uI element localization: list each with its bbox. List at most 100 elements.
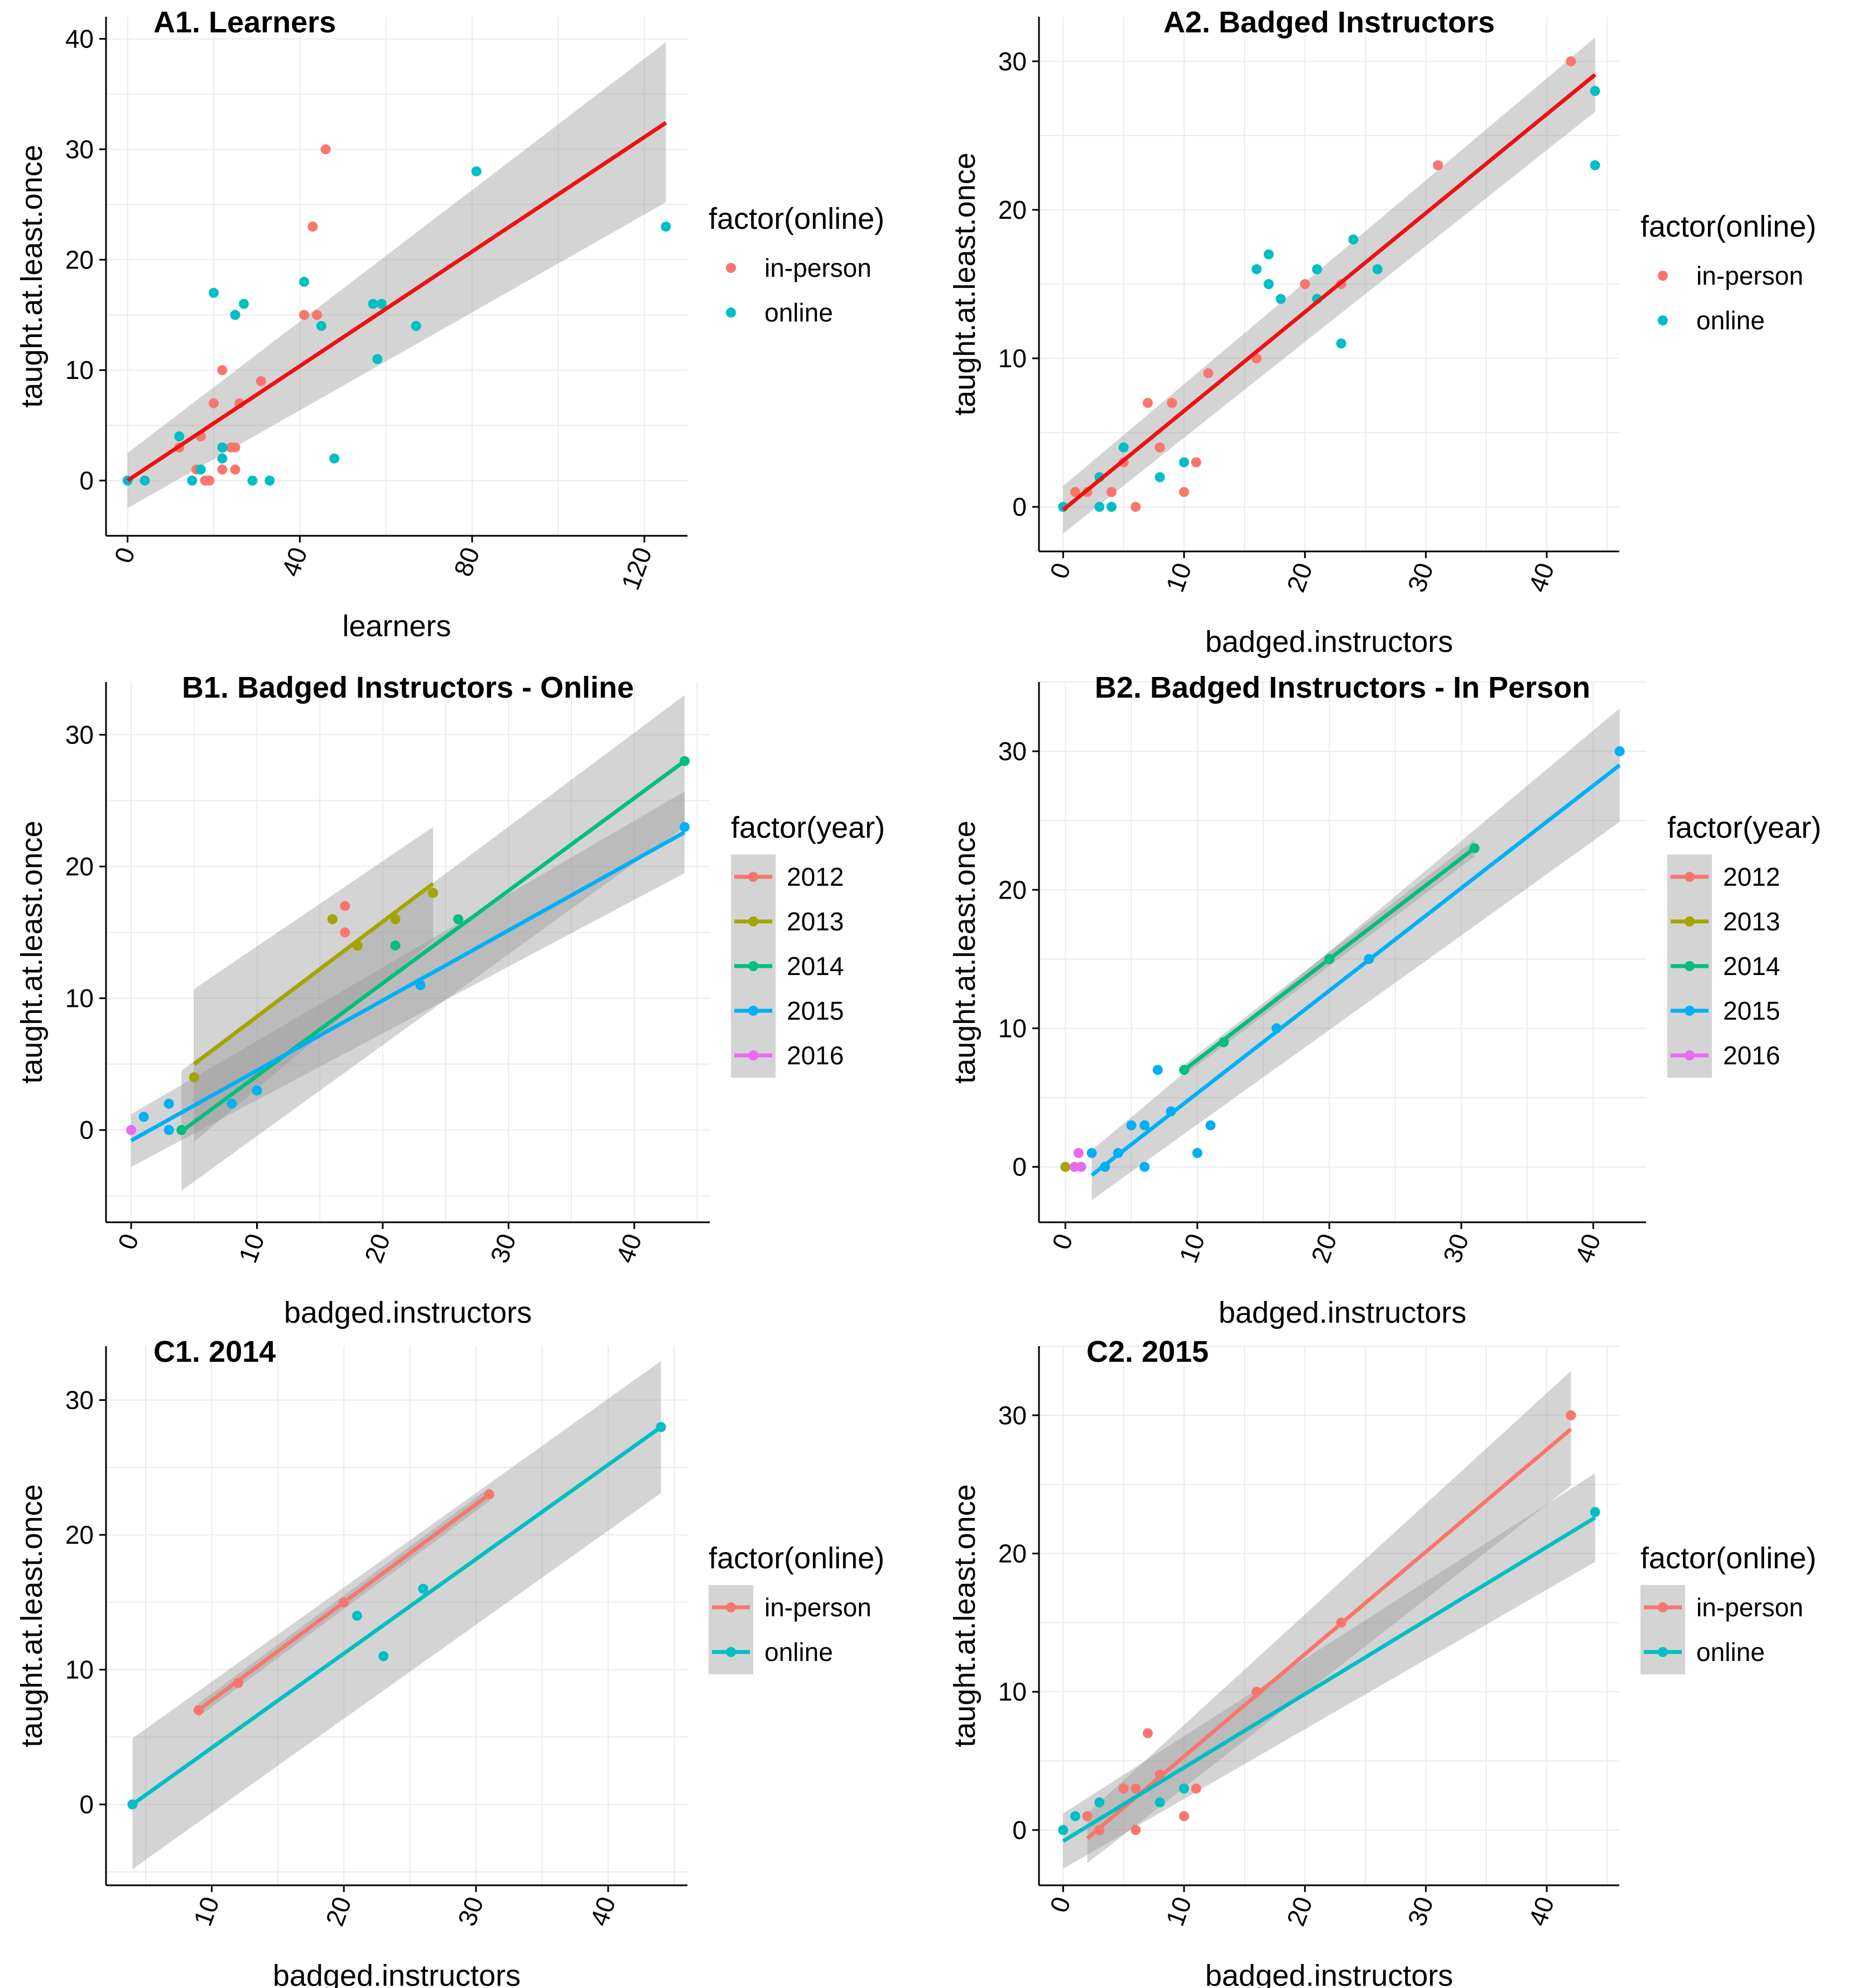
confidence-band-overall <box>127 42 666 508</box>
panel-b2: 0 10 20 30 0 10 20 30 40 badged.instructors taught… <box>948 671 1821 1329</box>
y-tick-label: 10 <box>65 984 94 1013</box>
data-point <box>230 442 240 453</box>
data-point <box>247 476 258 486</box>
legend-item-in-person: in-person <box>1658 261 1803 290</box>
legend-item-2013: 2013 <box>1667 899 1780 944</box>
x-tick-label: 40 <box>584 1893 621 1930</box>
x-tick-label: 30 <box>452 1893 489 1930</box>
x-tick-label: 20 <box>1281 559 1318 596</box>
y-axis-label: taught.at.least.once <box>948 152 981 415</box>
data-point <box>1130 1824 1141 1835</box>
legend-label: 2013 <box>787 907 844 936</box>
data-point <box>1372 264 1383 275</box>
data-point <box>1205 1120 1216 1131</box>
y-tick-label: 0 <box>1012 492 1027 521</box>
data-point <box>238 299 249 309</box>
y-tick-label: 30 <box>65 720 94 749</box>
data-point <box>1154 472 1165 482</box>
x-tick-label: 40 <box>1569 1230 1606 1267</box>
y-tick-label: 10 <box>65 1655 94 1684</box>
x-tick-label: 10 <box>1160 1893 1197 1930</box>
legend-label: 2015 <box>1723 996 1780 1025</box>
y-tick-label: 10 <box>998 1014 1027 1043</box>
legend: factor(online) in-person online <box>709 1542 884 1674</box>
data-point <box>679 822 690 832</box>
legend-item-online: online <box>726 298 833 327</box>
x-tick-label: 10 <box>233 1230 270 1267</box>
legend-key-point <box>1685 1006 1695 1016</box>
data-point <box>252 1085 262 1096</box>
legend: factor(online) in-person online <box>1640 1542 1816 1674</box>
legend-key-point <box>1685 916 1695 926</box>
data-point <box>299 276 310 287</box>
x-tick-label: 80 <box>448 544 485 580</box>
data-point <box>1167 397 1177 408</box>
confidence-band-2015 <box>131 791 685 1167</box>
y-tick-label: 30 <box>65 135 94 164</box>
series-online <box>1058 86 1600 512</box>
data-point <box>1154 1797 1165 1808</box>
x-axis-label: badged.instructors <box>1205 1959 1453 1988</box>
fit-line-2015 <box>130 830 686 1142</box>
y-axis-label: taught.at.least.once <box>948 1484 981 1747</box>
legend-title: factor(online) <box>1640 1542 1816 1575</box>
legend-key-point <box>1685 1050 1695 1060</box>
legend-key-point <box>748 1006 758 1016</box>
data-point <box>1276 294 1286 304</box>
panel-title: C2. 2015 <box>1086 1335 1209 1368</box>
data-point <box>320 144 331 155</box>
legend-key-point <box>748 872 758 882</box>
y-tick-label: 30 <box>998 1401 1027 1430</box>
data-point <box>227 1098 237 1109</box>
legend-item-2015: 2015 <box>731 988 844 1033</box>
legend-item-2016: 2016 <box>1667 1033 1780 1078</box>
legend-key-point <box>748 916 758 926</box>
data-point <box>1614 746 1625 757</box>
legend-key-point <box>726 263 736 273</box>
data-point <box>1300 279 1310 289</box>
grid <box>106 682 710 1222</box>
data-point <box>312 310 323 320</box>
y-tick-label: 0 <box>1012 1816 1027 1845</box>
data-point <box>372 354 383 364</box>
legend-key-point <box>1658 1647 1668 1657</box>
data-point <box>217 365 228 376</box>
data-point <box>230 310 240 320</box>
data-point <box>1139 1120 1150 1131</box>
data-point <box>390 940 401 951</box>
data-point <box>340 901 350 911</box>
data-point <box>1070 487 1080 497</box>
data-point <box>1203 368 1214 378</box>
x-tick-label: 0 <box>1044 1893 1076 1917</box>
data-point <box>418 1583 429 1594</box>
y-tick-label: 10 <box>65 356 94 385</box>
data-point <box>139 476 150 486</box>
fit-line-in-person <box>1086 1427 1572 1840</box>
legend-item-2012: 2012 <box>731 854 844 899</box>
data-point <box>1263 279 1274 289</box>
legend-item-2016: 2016 <box>731 1033 844 1078</box>
legend-item-online: online <box>1640 1630 1765 1674</box>
legend-label: 2013 <box>1723 907 1780 936</box>
legend-item-2014: 2014 <box>1667 944 1780 988</box>
y-tick-label: 0 <box>79 1790 94 1819</box>
legend-item-in-person: in-person <box>709 1585 872 1630</box>
data-point <box>217 453 228 464</box>
legend-label: 2016 <box>787 1041 844 1070</box>
data-point <box>195 464 206 475</box>
grid <box>1039 681 1646 1222</box>
series-2012 <box>340 901 350 938</box>
y-tick-label: 20 <box>998 1539 1027 1568</box>
legend-label: in-person <box>1696 261 1803 290</box>
data-point <box>1094 1797 1105 1808</box>
x-tick-label: 40 <box>1523 559 1560 596</box>
data-point <box>256 376 266 386</box>
legend-title: factor(year) <box>1667 811 1821 844</box>
x-tick-label: 0 <box>1046 1230 1079 1254</box>
data-point <box>307 221 318 232</box>
fit-line-overall <box>1062 73 1596 512</box>
legend: factor(year) 2012 2013 2014 2015 2016 <box>1667 811 1821 1078</box>
data-point <box>174 431 185 441</box>
data-point <box>1106 487 1117 497</box>
